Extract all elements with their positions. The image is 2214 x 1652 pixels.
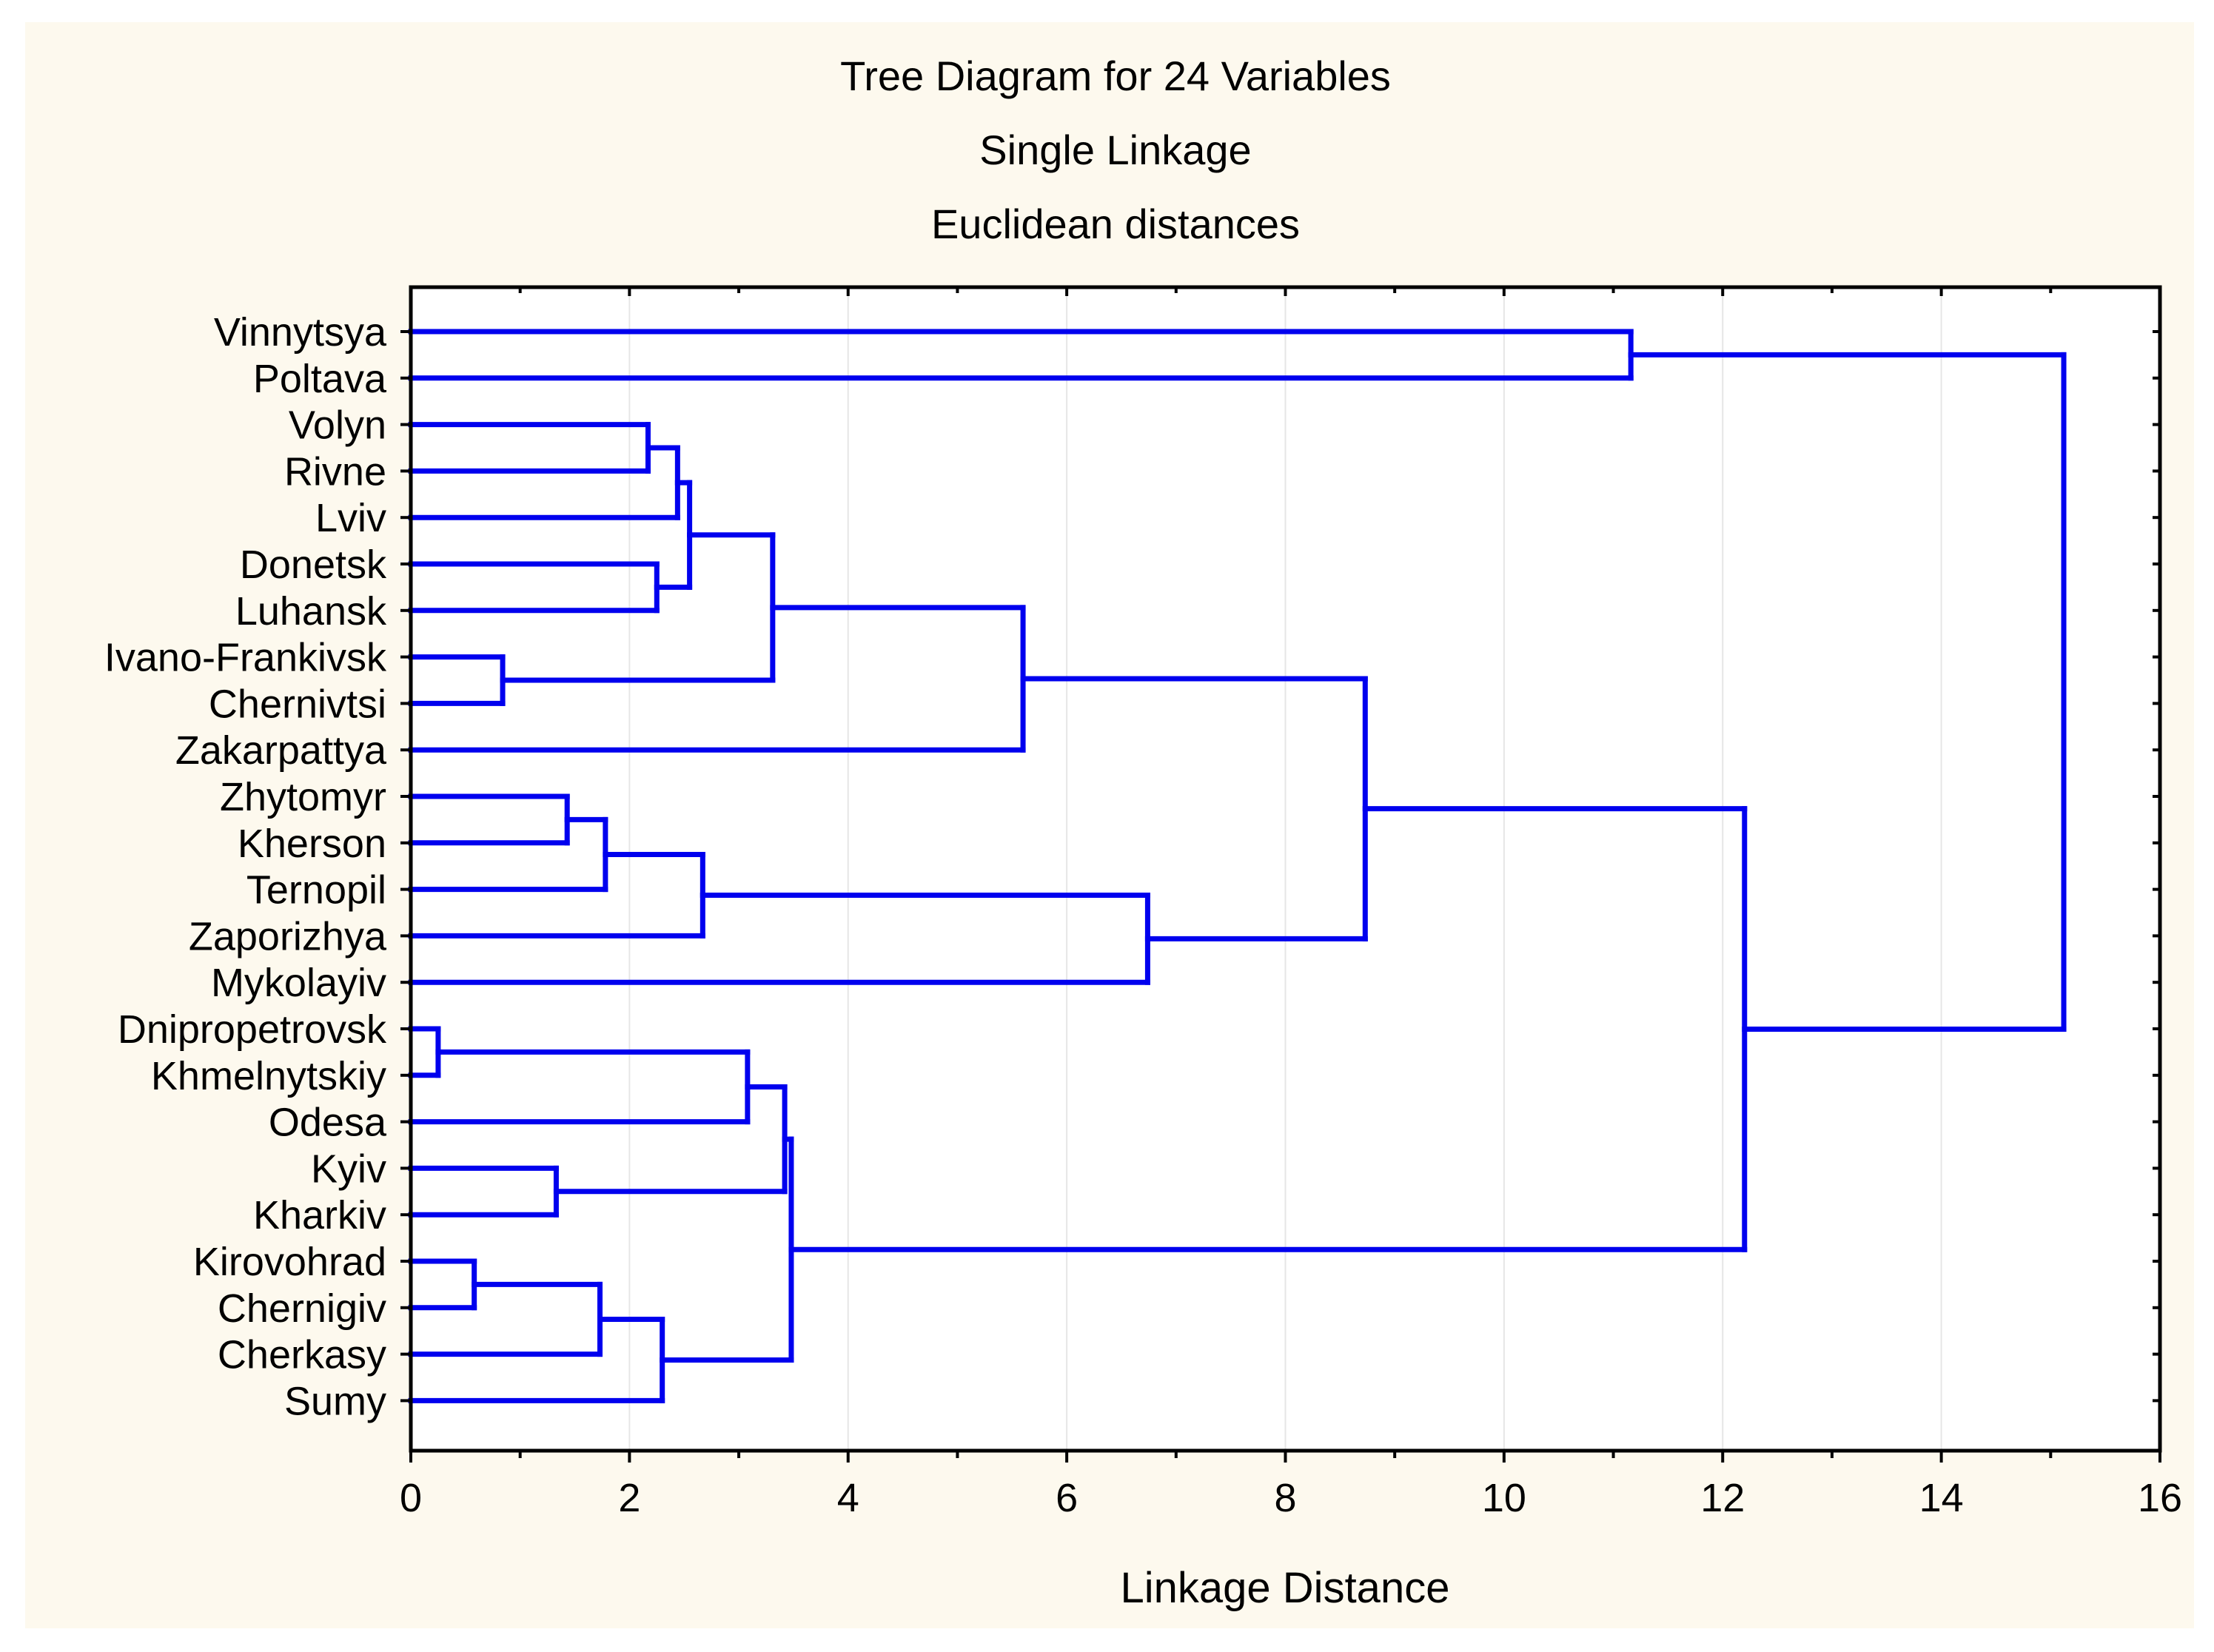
leaf-label: Donetsk: [240, 543, 387, 587]
x-tick-label: 10: [1482, 1476, 1526, 1520]
x-axis-label: Linkage Distance: [1121, 1564, 1450, 1612]
leaf-label: Mykolayiv: [211, 961, 386, 1005]
leaf-label: Kherson: [238, 822, 386, 866]
leaf-label: Sumy: [284, 1379, 386, 1423]
x-tick-label: 12: [1700, 1476, 1745, 1520]
chart-subtitle-linkage: Single Linkage: [979, 127, 1251, 173]
leaf-labels: VinnytsyaPoltavaVolynRivneLvivDonetskLuh…: [104, 310, 387, 1423]
chart-title: Tree Diagram for 24 Variables: [840, 53, 1391, 99]
x-tick-label: 0: [400, 1476, 422, 1520]
leaf-label: Dnipropetrovsk: [118, 1007, 387, 1052]
ticks: [400, 287, 2161, 1463]
leaf-label: Kirovohrad: [193, 1240, 386, 1284]
x-tick-label: 6: [1056, 1476, 1078, 1520]
x-tick-label: 14: [1919, 1476, 1964, 1520]
leaf-label: Vinnytsya: [214, 310, 387, 355]
dendrogram: [408, 329, 2067, 1403]
leaf-label: Ivano-Frankivsk: [104, 636, 387, 680]
x-tick-label: 4: [837, 1476, 859, 1520]
x-tick-labels: 0 2 4 6 8 10 12 14 16: [400, 1476, 2182, 1520]
x-tick-label: 2: [618, 1476, 640, 1520]
leaf-label: Kyiv: [311, 1146, 386, 1191]
leaf-label: Poltava: [253, 357, 387, 401]
leaf-label: Zakarpattya: [175, 728, 387, 773]
leaf-label: Chernivtsi: [209, 682, 386, 726]
leaf-label: Ternopil: [246, 868, 386, 913]
grid-lines: [628, 287, 1942, 1451]
leaf-label: Kharkiv: [253, 1193, 386, 1238]
leaf-label: Odesa: [269, 1101, 387, 1145]
leaf-label: Cherkasy: [218, 1333, 386, 1377]
leaf-label: Lviv: [315, 496, 386, 540]
leaf-label: Rivne: [284, 449, 386, 494]
leaf-label: Volyn: [289, 403, 386, 448]
leaf-label: Luhansk: [235, 589, 387, 634]
chart-subtitle-distance: Euclidean distances: [931, 201, 1300, 247]
leaf-label: Zhytomyr: [220, 775, 386, 819]
x-tick-label: 8: [1274, 1476, 1296, 1520]
x-tick-label: 16: [2138, 1476, 2182, 1520]
leaf-label: Chernigiv: [218, 1286, 386, 1331]
leaf-label: Khmelnytskiy: [151, 1054, 386, 1098]
leaf-label: Zaporizhya: [189, 914, 387, 958]
